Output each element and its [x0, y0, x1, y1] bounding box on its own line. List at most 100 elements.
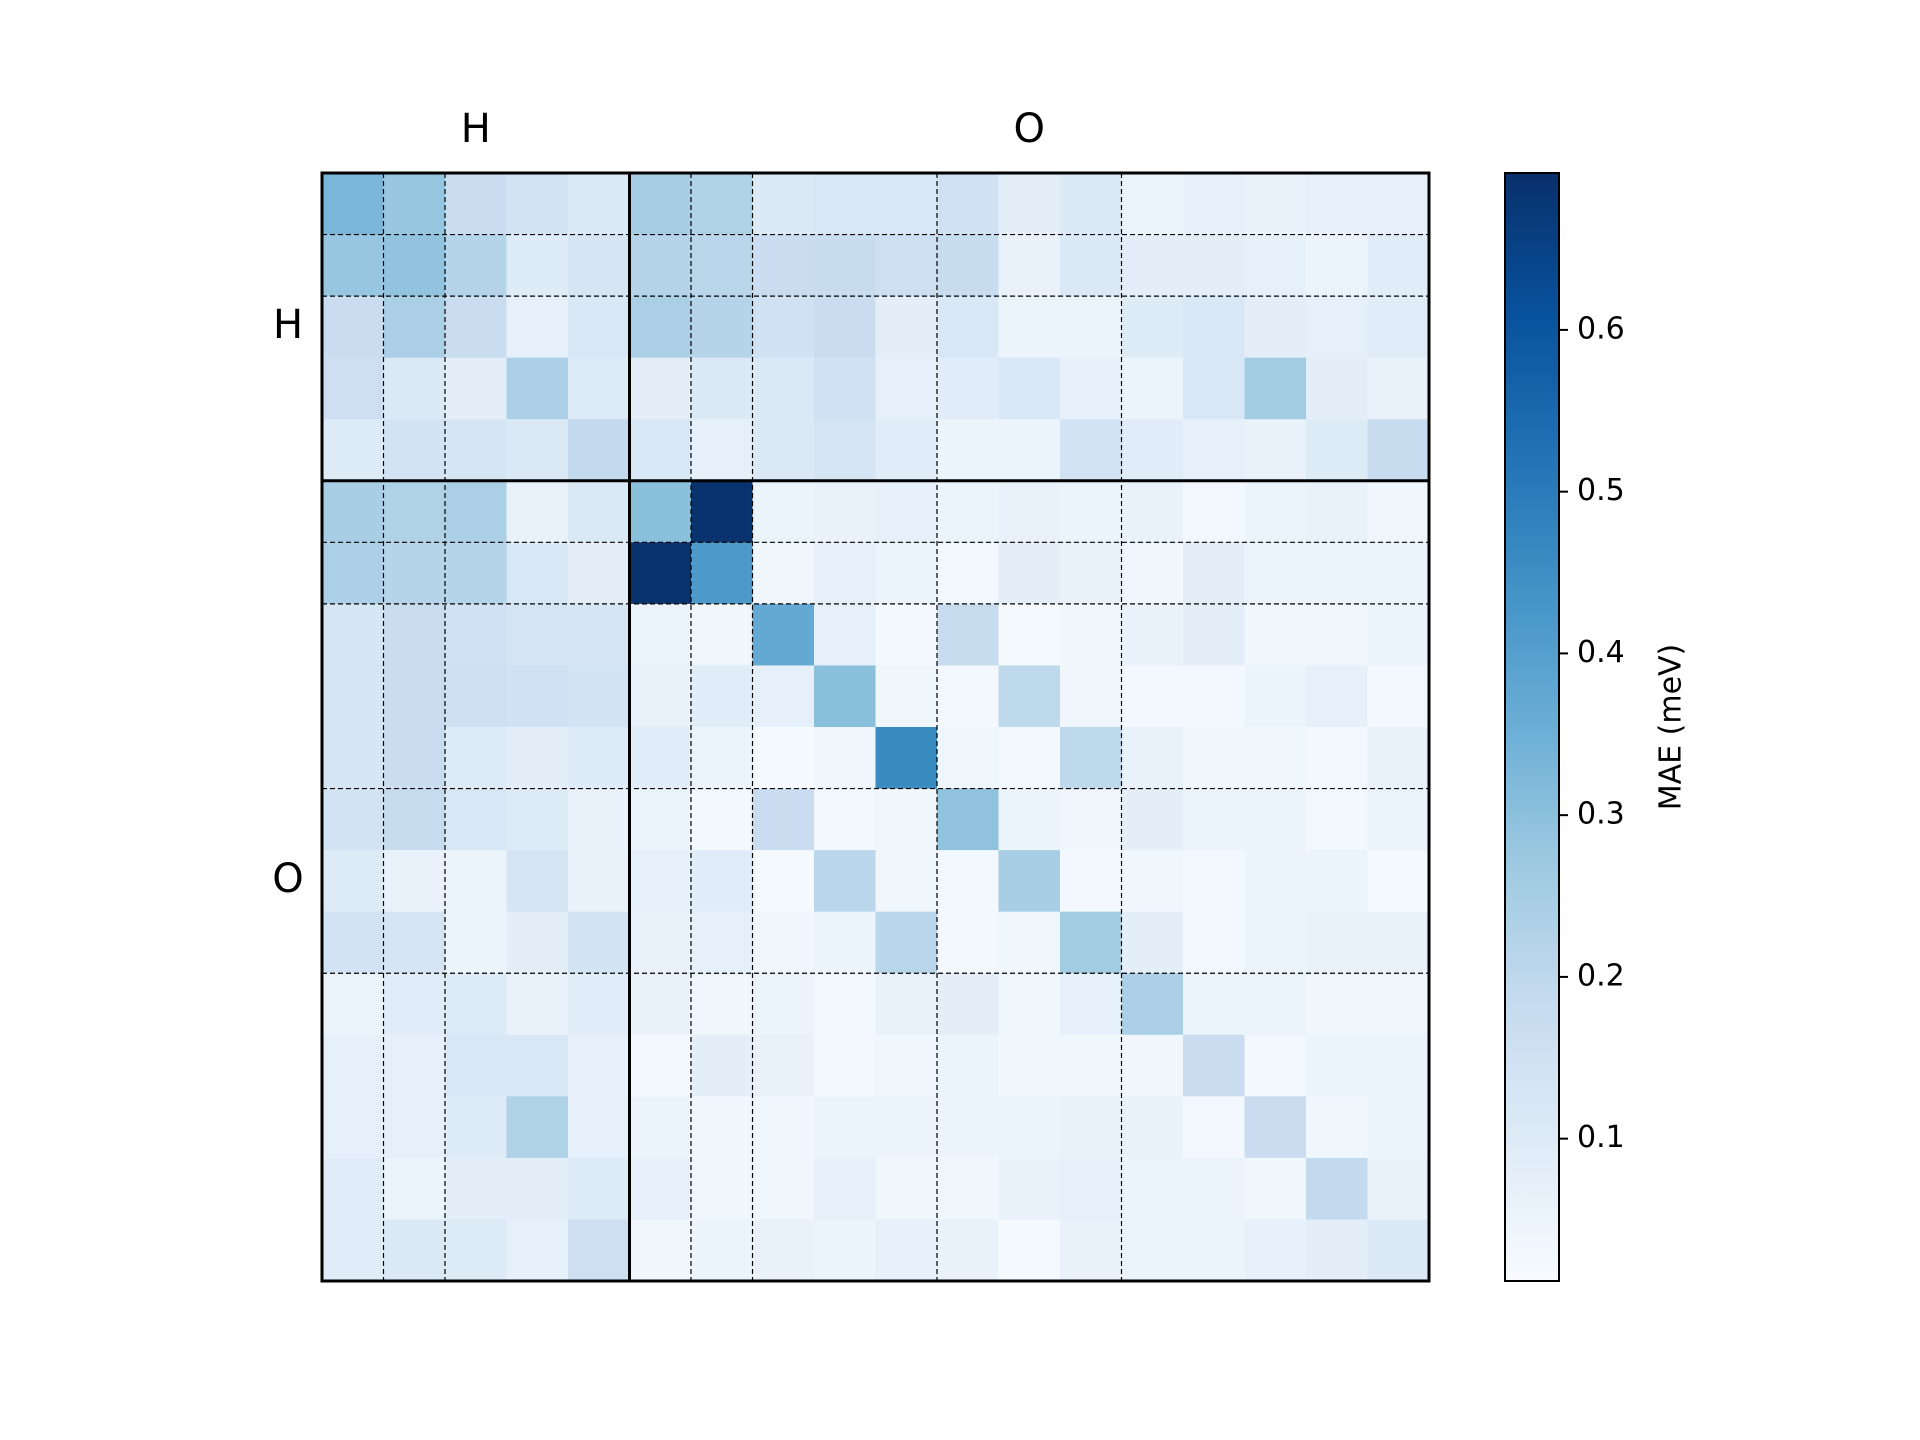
- heatmap-cell: [814, 1157, 876, 1220]
- heatmap-cell: [1060, 788, 1122, 851]
- heatmap-cell: [568, 603, 630, 666]
- heatmap-cell: [506, 357, 569, 420]
- heatmap-cell: [814, 357, 876, 420]
- heatmap-cell: [752, 911, 815, 974]
- heatmap-cell: [814, 542, 876, 605]
- heatmap-cell: [322, 1157, 384, 1220]
- heatmap-cell: [383, 1034, 446, 1097]
- heatmap-cell: [998, 419, 1061, 482]
- heatmap-cell: [1306, 419, 1368, 482]
- heatmap-cell: [383, 1096, 446, 1159]
- heatmap-cell: [1367, 850, 1430, 913]
- heatmap-cell: [506, 850, 569, 913]
- heatmap-cell: [875, 788, 938, 851]
- heatmap-cell: [322, 296, 384, 359]
- heatmap-cell: [629, 1157, 692, 1220]
- heatmap-cell: [752, 296, 815, 359]
- heatmap-cell: [445, 357, 507, 420]
- heatmap-cell: [752, 542, 815, 605]
- heatmap-cell: [322, 419, 384, 482]
- heatmap-cell: [1183, 542, 1245, 605]
- heatmap-cell: [629, 973, 692, 1036]
- heatmap-cell: [998, 850, 1061, 913]
- heatmap-cell: [1367, 911, 1430, 974]
- colorbar: [1504, 172, 1560, 1282]
- heatmap-cell: [752, 665, 815, 728]
- heatmap-cell: [506, 1034, 569, 1097]
- heatmap-cell: [691, 1034, 753, 1097]
- heatmap-cell: [1060, 234, 1122, 297]
- heatmap-cell: [752, 603, 815, 666]
- heatmap-cell: [1121, 1034, 1184, 1097]
- heatmap-cell: [568, 480, 630, 543]
- group-label: H: [461, 106, 491, 152]
- heatmap-cell: [998, 1096, 1061, 1159]
- heatmap-cell: [629, 665, 692, 728]
- heatmap-cell: [691, 419, 753, 482]
- heatmap-cell: [383, 357, 446, 420]
- heatmap-cell: [691, 542, 753, 605]
- heatmap-cell: [1244, 480, 1307, 543]
- heatmap-cell: [814, 480, 876, 543]
- heatmap-cell: [1060, 542, 1122, 605]
- heatmap-cell: [445, 973, 507, 1036]
- heatmap-cell: [1183, 296, 1245, 359]
- heatmap-cell: [937, 727, 999, 790]
- heatmap-cell: [998, 1034, 1061, 1097]
- heatmap-cell: [1367, 173, 1430, 236]
- plot-frame: [320, 171, 1431, 1283]
- heatmap-cell: [445, 603, 507, 666]
- heatmap-cell: [1367, 419, 1430, 482]
- heatmap-cell: [1306, 173, 1368, 236]
- heatmap-cell: [1367, 480, 1430, 543]
- heatmap-cell: [1121, 603, 1184, 666]
- heatmap-cell: [814, 727, 876, 790]
- heatmap-cell: [322, 788, 384, 851]
- heatmap-cell: [322, 850, 384, 913]
- heatmap-cell: [1183, 173, 1245, 236]
- heatmap-cell: [506, 727, 569, 790]
- heatmap-cell: [1060, 973, 1122, 1036]
- heatmap-cell: [814, 173, 876, 236]
- heatmap-cell: [506, 296, 569, 359]
- heatmap-cell: [568, 665, 630, 728]
- heatmap-cell: [1306, 480, 1368, 543]
- heatmap-cell: [937, 788, 999, 851]
- heatmap-cell: [814, 911, 876, 974]
- heatmap-cell: [691, 911, 753, 974]
- heatmap-cell: [691, 234, 753, 297]
- heatmap-cell: [1244, 973, 1307, 1036]
- heatmap-cell: [875, 357, 938, 420]
- heatmap-cell: [445, 727, 507, 790]
- colorbar-tick-label: 0.4: [1577, 635, 1625, 670]
- heatmap-cell: [1183, 727, 1245, 790]
- heatmap-cell: [568, 357, 630, 420]
- heatmap-cell: [998, 542, 1061, 605]
- group-label: O: [272, 856, 303, 902]
- heatmap-cell: [1183, 603, 1245, 666]
- heatmap-cell: [875, 1219, 938, 1282]
- heatmap-cell: [691, 850, 753, 913]
- colorbar-tick-label: 0.5: [1577, 473, 1625, 508]
- heatmap-cell: [629, 850, 692, 913]
- heatmap-cell: [383, 173, 446, 236]
- heatmap-cell: [1183, 788, 1245, 851]
- heatmap-cell: [322, 1219, 384, 1282]
- heatmap-cell: [814, 1096, 876, 1159]
- heatmap-cell: [875, 296, 938, 359]
- heatmap-cell: [629, 727, 692, 790]
- heatmap-cell: [1244, 296, 1307, 359]
- heatmap-cell: [629, 911, 692, 974]
- heatmap-cell: [691, 1219, 753, 1282]
- colorbar-tick-label: 0.3: [1577, 797, 1625, 832]
- heatmap-cell: [1121, 296, 1184, 359]
- heatmap-cell: [568, 1157, 630, 1220]
- heatmap-cell: [1183, 1219, 1245, 1282]
- heatmap-cell: [1183, 480, 1245, 543]
- heatmap-cell: [752, 1157, 815, 1220]
- heatmap-cell: [445, 665, 507, 728]
- heatmap-cell: [691, 603, 753, 666]
- heatmap-cell: [1060, 296, 1122, 359]
- heatmap-cell: [383, 296, 446, 359]
- heatmap-cell: [568, 788, 630, 851]
